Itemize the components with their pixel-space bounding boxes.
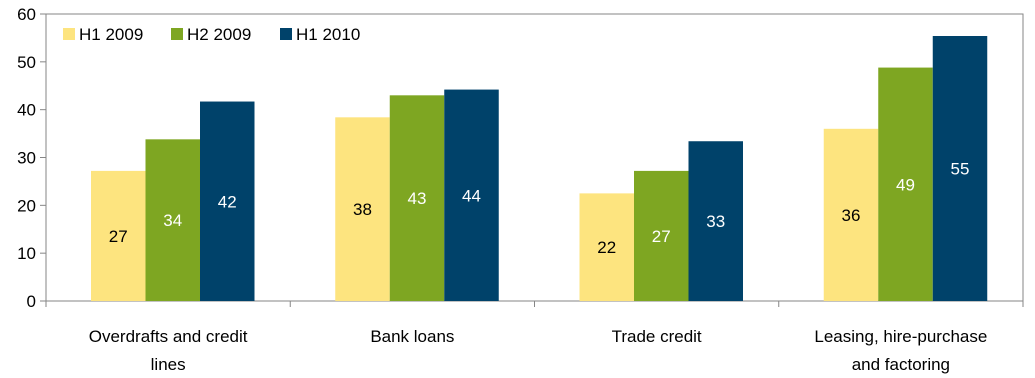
y-tick-label: 40 (17, 101, 36, 120)
y-tick-label: 20 (17, 196, 36, 215)
x-category-label: Leasing, hire-purchase and factoring (814, 327, 987, 374)
chart-bars (91, 36, 987, 301)
legend-label: H1 2009 (79, 25, 143, 44)
data-label: 36 (842, 206, 861, 225)
y-tick-label: 50 (17, 53, 36, 72)
legend-label: H1 2010 (296, 25, 360, 44)
data-label: 22 (597, 238, 616, 257)
data-label: 43 (408, 189, 427, 208)
x-category-label: Bank loans (370, 327, 454, 346)
y-tick-label: 0 (27, 292, 36, 311)
data-label: 44 (462, 186, 481, 205)
y-tick-label: 10 (17, 244, 36, 263)
data-label: 38 (353, 200, 372, 219)
legend-swatch (280, 28, 292, 40)
data-label: 34 (163, 211, 182, 230)
data-label: 27 (652, 227, 671, 246)
legend-label: H2 2009 (187, 25, 251, 44)
y-tick-label: 60 (17, 5, 36, 24)
chart-legend: H1 2009 H2 2009 H1 2010 (63, 25, 360, 44)
legend-swatch (63, 28, 75, 40)
data-label: 27 (109, 227, 128, 246)
x-category-label: Overdrafts and credit lines (89, 327, 248, 374)
data-label: 49 (896, 175, 915, 194)
data-label: 33 (706, 212, 725, 231)
data-label: 55 (951, 160, 970, 179)
y-tick-label: 30 (17, 149, 36, 168)
data-label: 42 (218, 192, 237, 211)
x-category-label: Trade credit (612, 327, 702, 346)
legend-swatch (171, 28, 183, 40)
